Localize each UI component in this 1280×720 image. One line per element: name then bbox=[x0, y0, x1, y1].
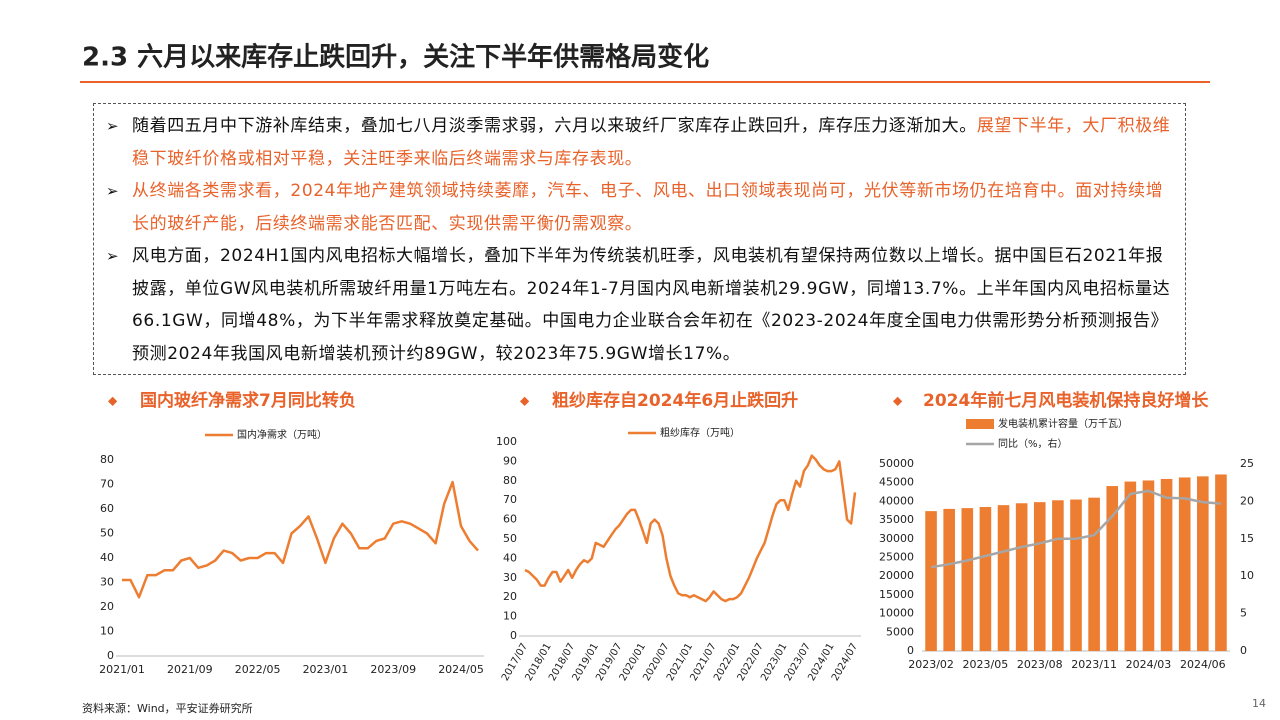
bar bbox=[1215, 474, 1227, 651]
diamond: ◆ bbox=[108, 394, 118, 408]
bullet: 从终端各类需求看，2024年地产建筑领域持续萎靡，汽车、电子、风电、出口领域表现… bbox=[106, 175, 1175, 240]
bar bbox=[1015, 503, 1028, 651]
y-tick-label: 40 bbox=[503, 551, 517, 564]
y-tick-label: 20000 bbox=[879, 569, 914, 582]
y-tick-label: 25000 bbox=[879, 551, 914, 564]
y-tick-label: 50 bbox=[503, 532, 517, 545]
bar bbox=[1052, 500, 1064, 651]
bullet: 随着四五月中下游补库结束，叠加七八月淡季需求弱，六月以来玻纤厂家库存止跌回升，库… bbox=[106, 110, 1175, 175]
bar bbox=[1088, 497, 1100, 651]
y2-tick-label: 25 bbox=[1240, 457, 1254, 470]
y-tick-label: 20 bbox=[503, 590, 517, 603]
legend-label: 国内净需求（万吨） bbox=[237, 428, 327, 441]
bar bbox=[1070, 499, 1082, 651]
page-number: 14 bbox=[1252, 697, 1266, 710]
y-tick-label: 100 bbox=[496, 435, 517, 448]
y-tick-label: 30 bbox=[503, 571, 517, 584]
y-tick-label: 70 bbox=[100, 478, 114, 491]
y-tick-label: 20 bbox=[100, 600, 114, 613]
chart-title: 粗纱库存自2024年6月止跌回升 bbox=[552, 390, 798, 411]
x-tick-label: 2023/02 bbox=[908, 658, 954, 671]
bar bbox=[1033, 502, 1046, 651]
chart-title: 国内玻纤净需求7月同比转负 bbox=[140, 390, 356, 411]
y-tick-label: 10 bbox=[100, 625, 114, 638]
x-tick-label: 2023/11 bbox=[1071, 658, 1117, 671]
y-tick-label: 80 bbox=[503, 474, 517, 487]
bar bbox=[961, 508, 974, 651]
x-tick-label: 2023/01 bbox=[303, 663, 349, 676]
y-tick-label: 40 bbox=[100, 551, 114, 564]
y-tick-label: 80 bbox=[100, 453, 114, 466]
x-tick-label: 2024/06 bbox=[1180, 658, 1226, 671]
bullet-highlight: 展望下半年，大厂积极维稳下玻纤价格或相对平稳，关注旺季来临后终端需求与库存表现。 bbox=[132, 116, 1171, 169]
diamond: ◆ bbox=[893, 394, 903, 408]
y-tick-label: 0 bbox=[510, 629, 517, 642]
y-tick-label: 90 bbox=[503, 454, 517, 467]
legend-label: 粗纱库存（万吨） bbox=[660, 426, 740, 439]
x-tick-label: 2022/05 bbox=[235, 663, 281, 676]
line-series bbox=[930, 489, 1222, 569]
x-tick-label: 2023/05 bbox=[963, 658, 1009, 671]
bar bbox=[1106, 486, 1119, 651]
bar bbox=[1197, 476, 1209, 651]
y-tick-label: 35000 bbox=[879, 513, 914, 526]
bar bbox=[1178, 477, 1191, 651]
y2-tick-label: 10 bbox=[1240, 569, 1254, 582]
y-tick-label: 60 bbox=[100, 502, 114, 515]
slide-title: 2.3 六月以来库存止跌回升，关注下半年供需格局变化 bbox=[82, 42, 709, 73]
x-tick-label: 2023/08 bbox=[1017, 658, 1063, 671]
bullet-box: 随着四五月中下游补库结束，叠加七八月淡季需求弱，六月以来玻纤厂家库存止跌回升，库… bbox=[93, 103, 1186, 375]
y-tick-label: 0 bbox=[907, 644, 914, 657]
bullet-text: 随着四五月中下游补库结束，叠加七八月淡季需求弱，六月以来玻纤厂家库存止跌回升，库… bbox=[132, 116, 977, 136]
y-tick-label: 0 bbox=[107, 649, 114, 662]
source: 资料来源：Wind，平安证券研究所 bbox=[82, 701, 253, 715]
legend-label: 发电装机累计容量（万千瓦） bbox=[998, 417, 1128, 430]
bar bbox=[925, 511, 937, 651]
y-tick-label: 60 bbox=[503, 513, 517, 526]
line-series bbox=[524, 454, 857, 603]
x-tick-label: 2024/03 bbox=[1126, 658, 1172, 671]
bar bbox=[1124, 481, 1137, 651]
y2-tick-label: 5 bbox=[1240, 607, 1247, 620]
diamond: ◆ bbox=[520, 394, 530, 408]
y-tick-label: 50 bbox=[100, 527, 114, 540]
y-tick-label: 40000 bbox=[879, 494, 914, 507]
bar bbox=[1142, 480, 1155, 651]
chart-title: 2024年前七月风电装机保持良好增长 bbox=[923, 390, 1209, 411]
bar bbox=[943, 508, 955, 651]
bullet-text: 风电方面，2024H1国内风电招标大幅增长，叠加下半年为传统装机旺季，风电装机有… bbox=[132, 246, 1171, 364]
bar bbox=[979, 507, 992, 651]
bar bbox=[1160, 478, 1173, 651]
x-tick-label: 2023/09 bbox=[370, 663, 416, 676]
x-tick-label: 2021/01 bbox=[99, 663, 145, 676]
x-tick-label: 2021/09 bbox=[167, 663, 213, 676]
y-tick-label: 10000 bbox=[879, 607, 914, 620]
line-series bbox=[122, 480, 479, 599]
y-tick-label: 45000 bbox=[879, 476, 914, 489]
bar bbox=[997, 505, 1010, 651]
y-tick-label: 50000 bbox=[879, 457, 914, 470]
y2-tick-label: 15 bbox=[1240, 532, 1254, 545]
y-tick-label: 15000 bbox=[879, 588, 914, 601]
y-tick-label: 30 bbox=[100, 576, 114, 589]
y2-tick-label: 0 bbox=[1240, 644, 1247, 657]
y-tick-label: 5000 bbox=[886, 625, 914, 638]
y2-tick-label: 20 bbox=[1240, 494, 1254, 507]
y-tick-label: 10 bbox=[503, 610, 517, 623]
legend-label: 同比（%，右） bbox=[998, 437, 1068, 450]
legend-swatch bbox=[966, 419, 994, 429]
y-tick-label: 30000 bbox=[879, 532, 914, 545]
bullet-highlight: 从终端各类需求看，2024年地产建筑领域持续萎靡，汽车、电子、风电、出口领域表现… bbox=[132, 181, 1164, 234]
bullet: 风电方面，2024H1国内风电招标大幅增长，叠加下半年为传统装机旺季，风电装机有… bbox=[106, 240, 1175, 370]
y-tick-label: 70 bbox=[503, 493, 517, 506]
x-tick-label: 2024/05 bbox=[438, 663, 484, 676]
